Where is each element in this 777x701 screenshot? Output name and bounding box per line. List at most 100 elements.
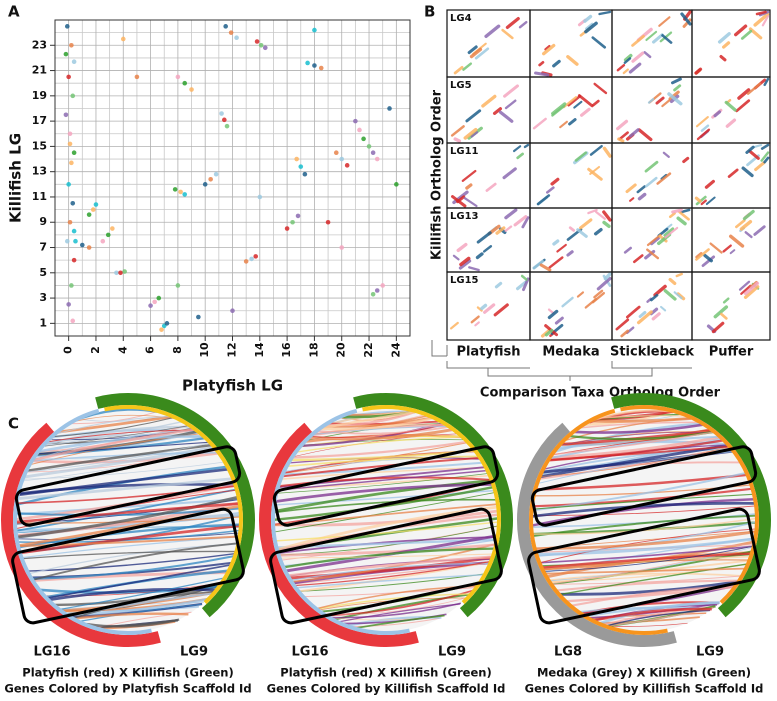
point (114, 270, 119, 276)
ortholog-segment (680, 208, 691, 214)
ortholog-segment (623, 53, 633, 62)
x-tick-label: 16 (280, 342, 293, 358)
ortholog-segment (452, 254, 460, 261)
point (70, 200, 76, 206)
chord (47, 429, 196, 443)
row-label: LG4 (450, 13, 472, 24)
ortholog-segment (675, 272, 683, 278)
chord (26, 442, 210, 473)
ortholog-segment (753, 143, 763, 149)
ortholog-segment (583, 14, 593, 23)
ortholog-segment (450, 125, 465, 137)
point (230, 308, 235, 314)
caption: Genes Colored by Killifish Scaffold Id (267, 682, 506, 696)
ortholog-segment (656, 172, 672, 185)
chord (32, 555, 235, 580)
point (148, 303, 153, 308)
chord (550, 435, 720, 459)
point (105, 232, 111, 238)
chord (60, 577, 224, 610)
ortholog-segment (637, 128, 653, 142)
chord (597, 415, 686, 419)
ortholog-segment (516, 280, 528, 291)
ortholog-segment (673, 84, 682, 92)
chromosome-label: LG16 (291, 645, 328, 660)
chord (284, 547, 495, 569)
chord (16, 498, 239, 516)
chord (278, 469, 487, 491)
ortholog-segment (580, 107, 591, 117)
ortholog-segment (618, 131, 629, 141)
chord (282, 456, 480, 478)
ortholog-segment (667, 92, 683, 106)
point (339, 245, 345, 250)
ortholog-segment (695, 252, 703, 259)
chord (39, 435, 203, 453)
ortholog-segment (729, 234, 745, 248)
ortholog-segment (595, 210, 606, 220)
y-axis-label: Killifish LG (7, 133, 25, 223)
ortholog-segment (646, 248, 660, 260)
ortholog-segment (661, 34, 673, 44)
ortholog-segment (722, 297, 730, 304)
ortholog-segment (623, 57, 632, 64)
ortholog-segment (566, 250, 574, 257)
chord (356, 614, 445, 629)
chord (24, 446, 214, 479)
point (80, 242, 85, 248)
ortholog-segment (591, 291, 606, 304)
ortholog-segment (739, 219, 753, 231)
bracket (446, 345, 692, 381)
ortholog-segment (465, 109, 482, 123)
x-tick-label: 12 (226, 342, 239, 357)
ortholog-segment (593, 82, 608, 95)
point (312, 63, 317, 68)
chord (80, 603, 202, 622)
ortholog-segment (649, 236, 660, 246)
ortholog-segment (700, 199, 707, 206)
ortholog-segment (694, 196, 702, 203)
point (182, 192, 188, 197)
inner-arc (270, 408, 410, 635)
ortholog-segment (719, 54, 727, 62)
ortholog-segment (725, 118, 737, 128)
chord (574, 423, 704, 434)
ortholog-segment (502, 167, 517, 180)
ortholog-segment (740, 284, 752, 295)
chord (608, 622, 688, 627)
chord (20, 524, 241, 555)
point (361, 136, 366, 142)
chord (532, 493, 754, 510)
highlight-box (272, 445, 500, 527)
chord (560, 580, 738, 596)
x-axis-label: Platyfish LG (182, 377, 283, 395)
ortholog-segment (602, 220, 611, 229)
chord (19, 523, 240, 549)
outer-arc (1, 422, 161, 647)
chord (606, 609, 711, 627)
point (63, 51, 69, 57)
ortholog-segment (653, 284, 667, 297)
highlight-box (530, 445, 758, 527)
panel-label: A (8, 3, 20, 21)
chord (274, 492, 495, 533)
point (110, 226, 115, 231)
ortholog-segment (504, 99, 517, 110)
ortholog-segment (552, 239, 560, 246)
ortholog-segment (544, 44, 551, 51)
chord (532, 505, 756, 517)
ortholog-segment (504, 208, 518, 220)
ortholog-segment (504, 225, 513, 232)
ortholog-segment (551, 102, 567, 116)
ortholog-segment (568, 118, 577, 126)
point (71, 150, 77, 156)
chord (299, 573, 485, 592)
inner-arc (12, 408, 152, 635)
point (71, 257, 77, 263)
chord (531, 498, 755, 527)
panel-label: B (424, 3, 435, 21)
ortholog-segment (592, 99, 600, 107)
ortholog-segment (668, 277, 677, 286)
ortholog-segment (738, 280, 751, 291)
ortholog-segment (744, 231, 753, 239)
